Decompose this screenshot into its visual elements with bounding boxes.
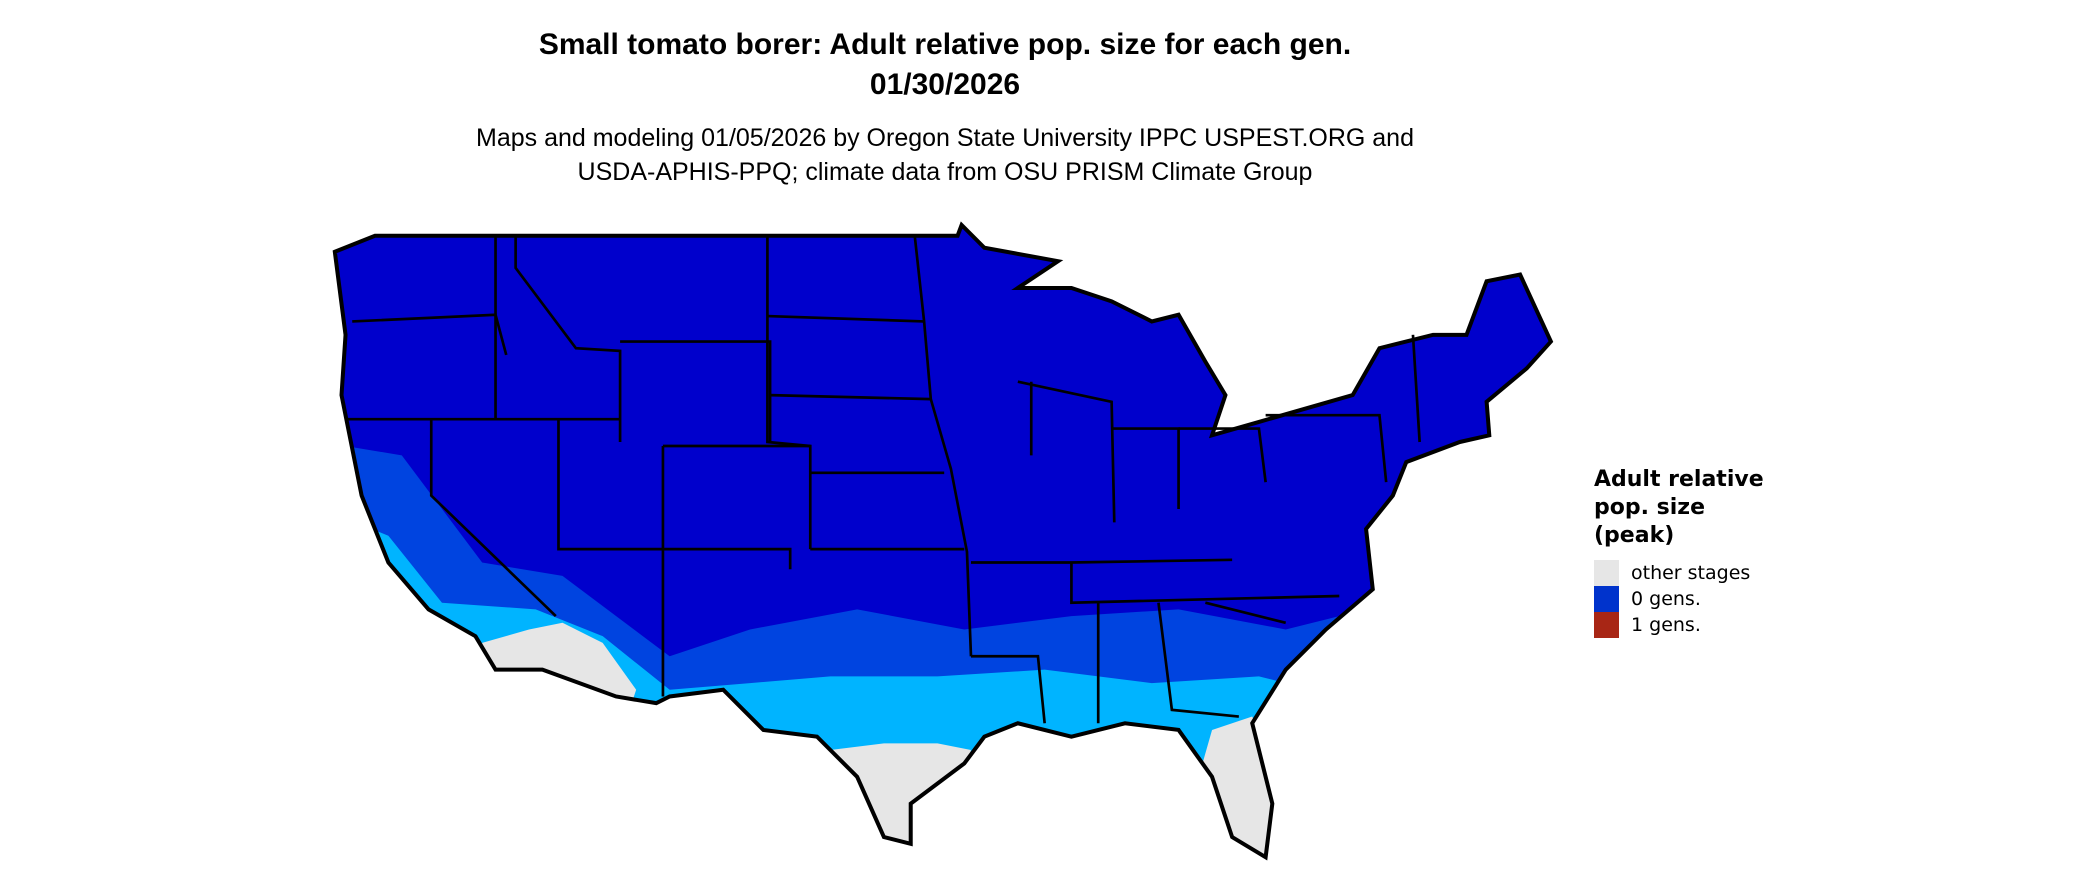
legend-title-line: Adult relative [1594,467,1764,492]
map-subtitle-line2: USDA-APHIS-PPQ; climate data from OSU PR… [577,158,1313,186]
legend: Adult relative pop. size (peak) other st… [1594,466,1834,638]
legend-title: Adult relative pop. size (peak) [1594,466,1834,550]
legend-item-other-stages: other stages [1594,560,1834,586]
legend-swatch [1594,612,1619,638]
map-subtitle-line1: Maps and modeling 01/05/2026 by Oregon S… [476,124,1414,152]
us-outline [332,221,1554,861]
legend-label: 1 gens. [1631,614,1701,636]
legend-label: other stages [1631,562,1751,584]
legend-item-1-gens: 1 gens. [1594,612,1834,638]
legend-title-line: (peak) [1594,523,1675,548]
map-title: Small tomato borer: Adult relative pop. … [538,28,1352,61]
legend-swatch [1594,586,1619,612]
legend-title-line: pop. size [1594,495,1705,520]
legend-swatch [1594,560,1619,586]
state-borders [345,235,1421,724]
map-date: 01/30/2026 [869,68,1021,101]
legend-item-0-gens: 0 gens. [1594,586,1834,612]
legend-label: 0 gens. [1631,588,1701,610]
